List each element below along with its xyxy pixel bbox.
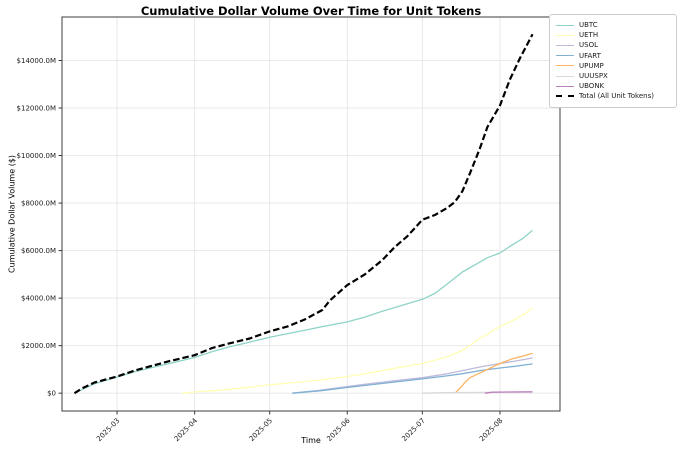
- series-line-ubonk: [484, 391, 533, 394]
- legend-swatch-ubtc: [556, 24, 574, 26]
- series-line-ufart: [292, 363, 533, 394]
- legend-swatch-ubonk: [556, 85, 574, 87]
- y-tick-label: $12000.0M: [17, 104, 56, 112]
- series-line-ueth: [182, 307, 533, 394]
- legend-label-uuuspx: UUUSPX: [579, 72, 608, 81]
- legend-label-total-all-unit-tokens: Total (All Unit Tokens): [579, 92, 654, 101]
- legend-item-total-all-unit-tokens: Total (All Unit Tokens): [556, 91, 670, 101]
- legend-swatch-total-all-unit-tokens: [556, 95, 574, 98]
- y-tick-label: $4000.0M: [21, 295, 56, 303]
- legend-swatch-ueth: [556, 34, 574, 36]
- legend-item-usol: USOL: [556, 40, 670, 50]
- legend-item-ueth: UETH: [556, 30, 670, 40]
- series-line-upump: [454, 352, 533, 394]
- legend-label-upump: UPUMP: [579, 61, 604, 70]
- y-tick-label: $10000.0M: [17, 152, 56, 160]
- legend-label-ufart: UFART: [579, 51, 601, 60]
- series-line-total-all-unit-tokens: [73, 33, 534, 395]
- chart-title: Cumulative Dollar Volume Over Time for U…: [140, 4, 482, 18]
- x-axis-label: Time: [301, 436, 321, 445]
- y-tick-label: $8000.0M: [21, 199, 56, 207]
- legend-label-ubtc: UBTC: [579, 21, 598, 30]
- axes-spines: [61, 16, 561, 412]
- legend-item-upump: UPUMP: [556, 61, 670, 71]
- y-tick-label: $14000.0M: [17, 57, 56, 65]
- legend-label-ueth: UETH: [579, 31, 599, 40]
- legend-item-uuuspx: UUUSPX: [556, 71, 670, 81]
- legend-item-ubonk: UBONK: [556, 81, 670, 91]
- y-tick-label: $6000.0M: [21, 247, 56, 255]
- series-line-ubtc: [74, 229, 533, 394]
- legend-swatch-uuuspx: [556, 75, 574, 77]
- legend-swatch-ufart: [556, 55, 574, 57]
- legend-swatch-usol: [556, 44, 574, 46]
- legend: UBTC UETH USOL UFART UPUMP UUUSPX UBONK Total (…: [549, 14, 677, 108]
- legend-label-usol: USOL: [579, 41, 598, 50]
- y-tick-label: $2000.0M: [21, 342, 56, 350]
- legend-item-ufart: UFART: [556, 51, 670, 61]
- legend-item-ubtc: UBTC: [556, 20, 670, 30]
- legend-label-ubonk: UBONK: [579, 82, 605, 91]
- legend-swatch-upump: [556, 65, 574, 67]
- series-line-usol: [292, 357, 533, 394]
- y-tick-label: $0: [47, 390, 56, 398]
